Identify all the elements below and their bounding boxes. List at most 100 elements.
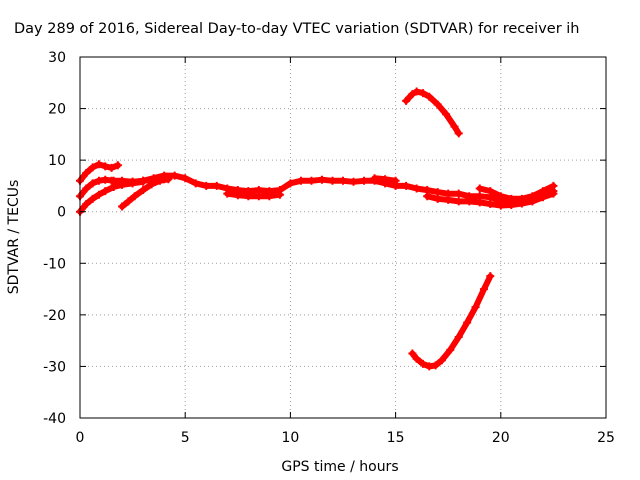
- x-axis-label: GPS time / hours: [281, 459, 398, 475]
- series-trace: [409, 273, 494, 370]
- data-point: [82, 169, 91, 178]
- data-point: [463, 318, 472, 327]
- x-tick-label: 5: [181, 430, 190, 446]
- data-point: [160, 171, 169, 180]
- data-point: [94, 160, 103, 169]
- data-point: [528, 192, 537, 201]
- data-point: [223, 189, 232, 198]
- data-point: [170, 171, 179, 180]
- data-point: [454, 333, 463, 342]
- data-point: [191, 179, 200, 188]
- series-track-early-rising: [118, 175, 173, 211]
- axis-ticks: 0 5 10 15 20 25 -40 -30 -20 -10 0 10 20 30: [43, 50, 615, 446]
- data-point: [454, 189, 463, 198]
- data-point: [418, 359, 427, 368]
- data-point: [265, 192, 274, 201]
- data-point: [423, 192, 432, 201]
- data-point: [88, 163, 97, 172]
- data-point: [328, 176, 337, 185]
- data-point: [149, 174, 158, 183]
- data-point: [275, 190, 284, 199]
- data-point: [475, 198, 484, 207]
- data-point: [450, 122, 459, 131]
- data-point: [107, 163, 116, 172]
- series-track-early-upper: [76, 160, 122, 185]
- data-point: [402, 96, 411, 105]
- series-track-band-lower: [223, 189, 284, 201]
- data-point: [496, 201, 505, 210]
- data-point: [82, 199, 91, 208]
- data-point: [507, 194, 516, 203]
- data-point: [128, 177, 137, 186]
- data-point: [101, 175, 110, 184]
- data-point: [233, 191, 242, 200]
- data-point: [88, 194, 97, 203]
- data-point: [212, 181, 221, 190]
- grid-lines: [80, 57, 606, 418]
- data-point: [475, 184, 484, 193]
- data-point: [517, 194, 526, 203]
- plot-frame: [79, 56, 607, 419]
- series-track-main-band: [107, 171, 558, 206]
- data-point: [412, 184, 421, 193]
- data-point: [486, 272, 495, 281]
- data-point: [444, 195, 453, 204]
- data-point: [433, 100, 442, 109]
- data-point: [349, 177, 358, 186]
- data-point: [486, 187, 495, 196]
- data-point: [549, 181, 558, 190]
- y-tick-label: 30: [48, 50, 66, 66]
- data-point: [286, 179, 295, 188]
- data-point: [549, 189, 558, 198]
- data-point: [433, 188, 442, 197]
- data-point: [412, 87, 421, 96]
- data-point: [454, 129, 463, 138]
- data-point: [437, 356, 446, 365]
- y-tick-label: 20: [48, 102, 66, 118]
- data-point: [101, 187, 110, 196]
- y-tick-label: -10: [43, 256, 66, 272]
- data-point: [425, 92, 434, 101]
- data-point: [118, 202, 127, 211]
- data-point: [101, 162, 110, 171]
- data-point: [360, 176, 369, 185]
- data-point: [471, 303, 480, 312]
- data-point: [408, 90, 417, 99]
- x-tick-label: 20: [492, 430, 510, 446]
- data-point: [391, 176, 400, 185]
- data-point: [486, 199, 495, 208]
- data-point: [109, 182, 118, 191]
- data-point: [442, 110, 451, 119]
- data-point: [402, 181, 411, 190]
- data-point: [370, 174, 379, 183]
- x-tick-label: 25: [597, 430, 615, 446]
- data-point: [307, 176, 316, 185]
- series-track-band-upper: [370, 174, 400, 185]
- y-tick-label: 10: [48, 153, 66, 169]
- data-point: [465, 197, 474, 206]
- series-track-late-low: [423, 189, 558, 210]
- data-point: [202, 181, 211, 190]
- data-point: [538, 187, 547, 196]
- series-track-late-high: [475, 181, 558, 203]
- x-tick-label: 0: [76, 430, 85, 446]
- data-point: [181, 174, 190, 183]
- y-tick-label: 0: [57, 205, 66, 221]
- data-point: [412, 354, 421, 363]
- data-point: [296, 176, 305, 185]
- data-point: [496, 192, 505, 201]
- data-point: [408, 349, 417, 358]
- data-point: [339, 176, 347, 185]
- x-tick-label: 15: [387, 430, 405, 446]
- series-track-arc-top: [402, 87, 463, 138]
- series-track-arc-bottom: [408, 272, 495, 371]
- data-point: [113, 161, 122, 170]
- data-point: [139, 176, 148, 185]
- data-point: [107, 176, 116, 185]
- data-point: [317, 175, 326, 184]
- data-point: [94, 176, 103, 185]
- data-point: [433, 194, 442, 203]
- data-point: [418, 89, 427, 98]
- data-point: [118, 176, 127, 185]
